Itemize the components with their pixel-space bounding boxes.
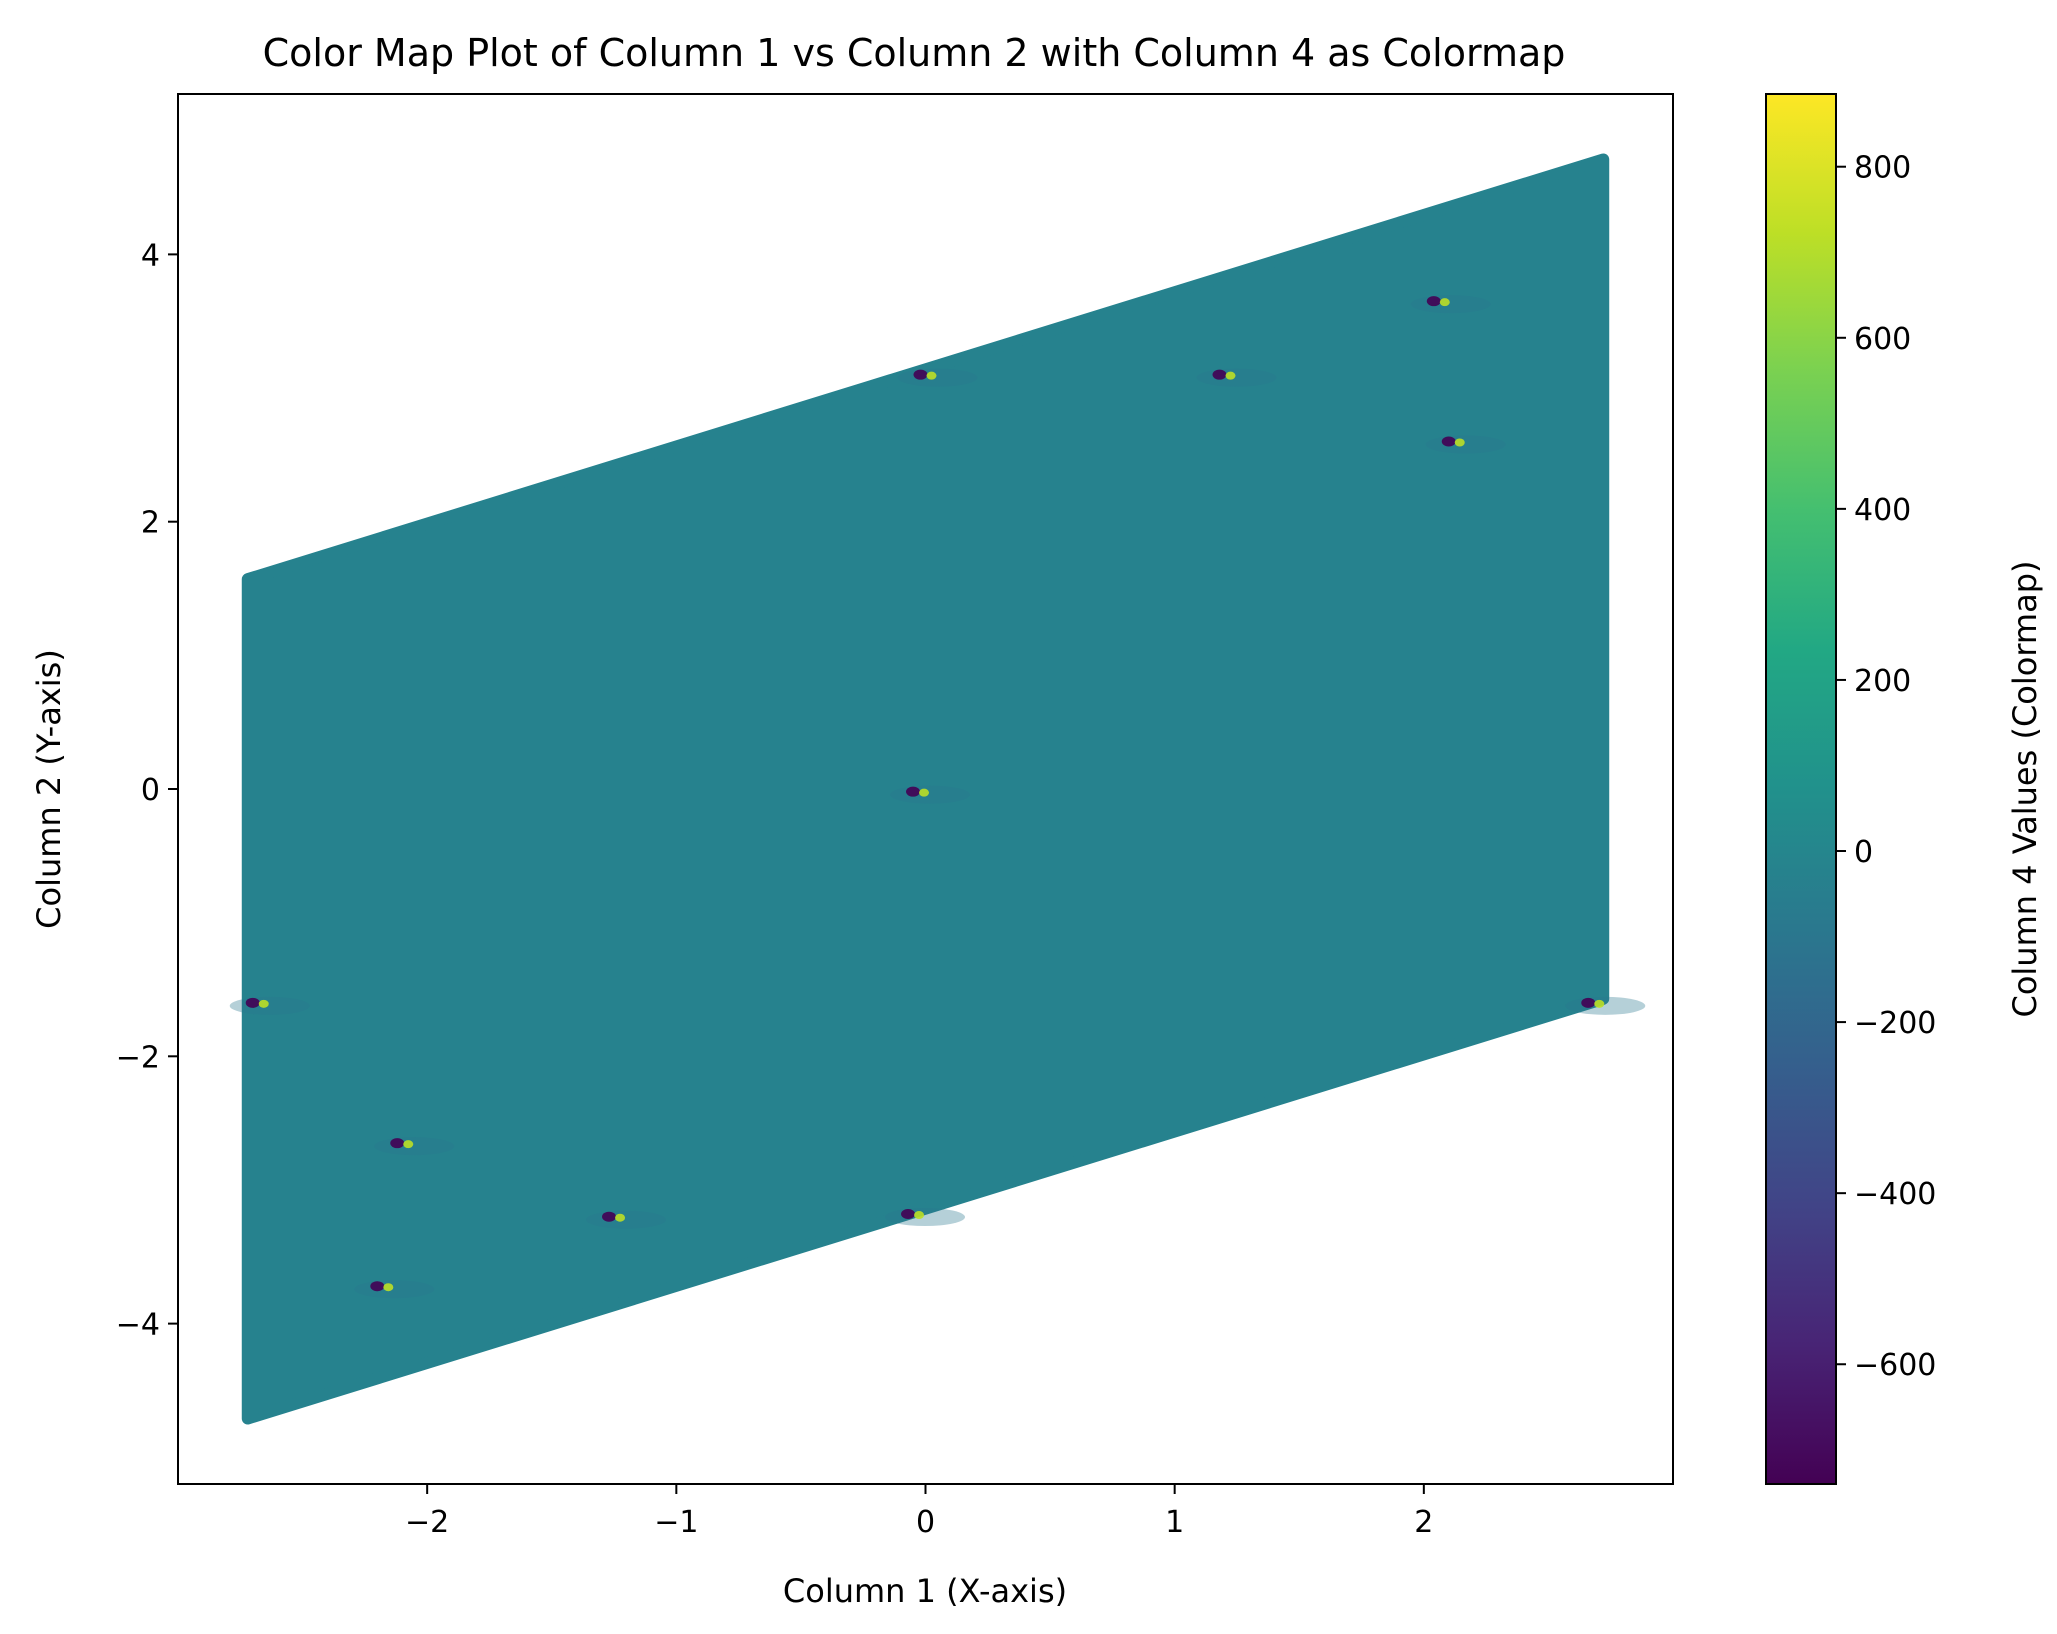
- colorbar-tick-label: 200: [1854, 664, 1911, 699]
- hotspot: [1565, 996, 1646, 1015]
- y-axis-label: Column 2 (Y-axis): [30, 649, 68, 929]
- x-tick-label: 0: [916, 1505, 935, 1540]
- y-tick-label: −2: [116, 1040, 160, 1075]
- x-axis-label: Column 1 (X-axis): [783, 1572, 1067, 1610]
- hotspot: [1410, 295, 1491, 314]
- chart-title: Color Map Plot of Column 1 vs Column 2 w…: [263, 31, 1566, 75]
- hotspot: [374, 1137, 455, 1156]
- colorbar-tick-label: −200: [1854, 1006, 1936, 1041]
- hotspot: [586, 1210, 667, 1229]
- hotspot: [885, 1208, 966, 1227]
- colorbar-axis: 800 600 400 200 0 −200 −400 −600: [1836, 151, 1936, 1383]
- y-tick-label: 2: [141, 506, 160, 541]
- hotspot: [229, 996, 310, 1015]
- y-axis: 4 2 0 −2 −4: [116, 238, 178, 1343]
- hotspot: [1196, 368, 1277, 387]
- hotspot: [1425, 435, 1506, 454]
- y-tick-label: 4: [141, 238, 160, 273]
- colorbar-tick-label: −600: [1854, 1348, 1936, 1383]
- x-tick-label: 1: [1165, 1505, 1184, 1540]
- x-tick-label: −2: [405, 1505, 449, 1540]
- colorbar-tick-label: 600: [1854, 322, 1911, 357]
- y-tick-label: −4: [116, 1308, 160, 1343]
- x-axis: −2 −1 0 1 2: [405, 1484, 1433, 1540]
- hotspot: [354, 1280, 435, 1299]
- colorbar-label: Column 4 Values (Colormap): [2006, 560, 2044, 1017]
- hotspot: [890, 785, 971, 804]
- colorbar-tick-label: −400: [1854, 1177, 1936, 1212]
- colorbar-tick-label: 800: [1854, 151, 1911, 186]
- colorbar-tick-label: 400: [1854, 493, 1911, 528]
- plot-area: [229, 153, 1646, 1425]
- colorbar: [1765, 93, 1837, 1485]
- y-tick-label: 0: [141, 773, 160, 808]
- x-tick-label: 2: [1414, 1505, 1433, 1540]
- x-tick-label: −1: [654, 1505, 698, 1540]
- colorbar-tick-label: 0: [1854, 835, 1873, 870]
- hotspots: [229, 295, 1646, 1299]
- hotspot: [897, 368, 978, 387]
